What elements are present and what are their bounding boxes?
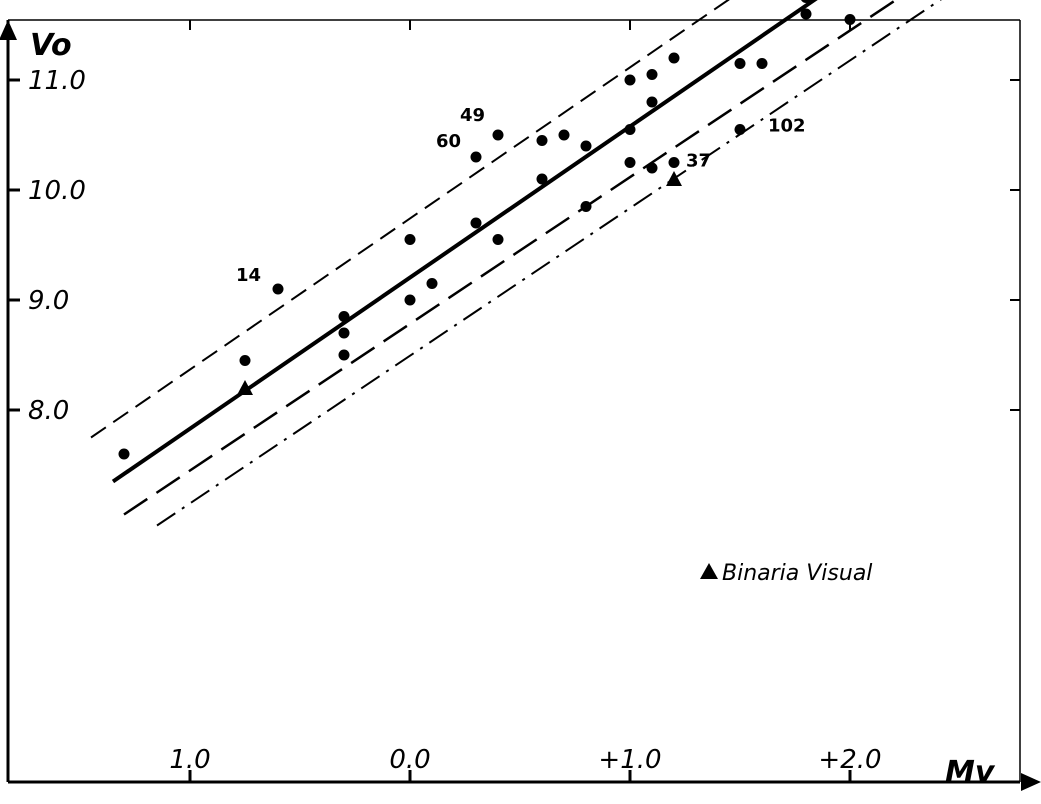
circle-point [404,294,416,306]
y-tick-label: 11.0 [28,66,86,96]
y-axis-arrow [0,20,17,40]
circle-point [624,74,636,86]
legend: Binaria Visual [700,561,872,586]
circle-point [668,157,680,168]
circle-point [492,129,504,141]
circle-point [558,129,570,141]
circle-point [624,157,636,168]
circle-point [734,124,746,135]
point-annotations: 14 60 49 37 102 [236,105,806,286]
circle-point [624,124,636,135]
x-tick-label: +2.0 [818,745,881,775]
triangle-point [666,171,682,186]
reference-line-dashed-short [90,0,730,439]
reference-lines [90,0,942,527]
plot-frame [0,19,1041,791]
circle-point [426,278,438,289]
circle-point [800,8,812,20]
point-label: 102 [768,116,806,137]
reference-line-dashed-long [123,0,899,516]
circle-point [646,162,658,174]
x-axis-title: Mv [945,755,996,790]
circle-point [580,201,592,212]
x-tick-label: 0.0 [389,745,430,775]
circle-point [338,311,350,322]
data-points [118,0,856,460]
legend-label: Binaria Visual [722,561,872,586]
circle-point [536,173,548,185]
circle-point [404,234,416,245]
circle-point [338,327,350,339]
circle-point [668,52,680,64]
x-tick-label: 1.0 [169,745,210,775]
circle-point [492,234,504,245]
x-axis-ticks: 1.0 0.0 +1.0 +2.0 [169,20,882,782]
circle-point [272,283,284,295]
circle-point [646,69,658,80]
circle-point [239,355,251,366]
circle-point [801,0,811,3]
x-axis-arrow [1021,773,1041,791]
point-label: 37 [686,151,711,172]
y-tick-label: 8.0 [28,396,69,426]
circle-point [470,217,482,229]
triangle-point [237,380,253,395]
legend-triangle-icon [700,563,718,579]
circle-point [646,96,658,108]
point-label: 60 [436,131,461,152]
y-axis-ticks: 8.09.010.011.012.013.0 [8,66,1020,426]
circle-point [580,140,592,152]
x-tick-label: +1.0 [598,745,661,775]
y-axis-title: Vo [30,28,72,63]
reference-line-solid [111,0,818,484]
circle-point [338,349,350,361]
circle-point [734,58,746,69]
circle-point [756,58,768,69]
circle-point [470,151,482,163]
y-tick-label: 10.0 [28,176,86,206]
circle-point [536,135,548,146]
circle-point [844,14,856,25]
point-label: 49 [460,105,485,126]
y-tick-label: 9.0 [28,286,69,316]
reference-line-dash-dot [156,0,942,527]
circle-point [118,448,130,460]
point-label: 14 [236,265,261,286]
